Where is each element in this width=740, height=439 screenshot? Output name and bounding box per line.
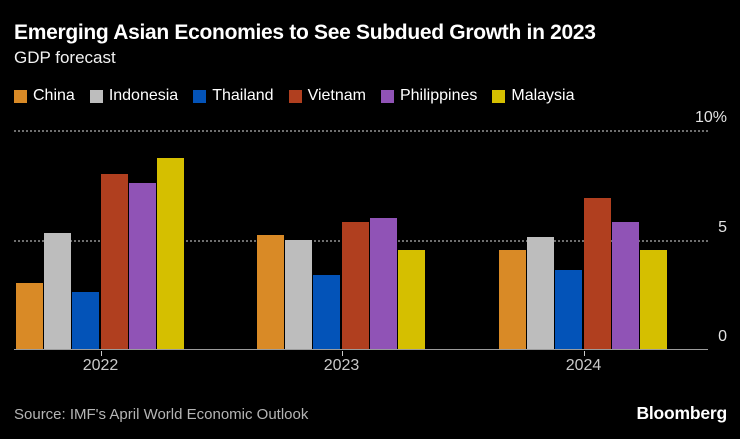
y-axis-label-5: 5 xyxy=(718,218,727,236)
legend-swatch-icon xyxy=(288,89,302,103)
x-tick-2023 xyxy=(341,351,343,356)
legend-swatch-icon xyxy=(89,89,103,103)
bar-philippines-2023 xyxy=(370,217,398,349)
legend-label: Philippines xyxy=(399,87,478,104)
x-axis-baseline xyxy=(14,348,708,350)
legend-swatch-icon xyxy=(193,89,207,103)
bar-vietnam-2024 xyxy=(584,197,612,349)
plot-area xyxy=(14,130,708,350)
bar-indonesia-2023 xyxy=(285,239,313,349)
bar-indonesia-2022 xyxy=(44,232,72,349)
chart-title: Emerging Asian Economies to See Subdued … xyxy=(14,21,596,44)
bar-philippines-2022 xyxy=(129,182,157,349)
x-tick-2024 xyxy=(583,351,585,356)
legend-item-thailand: Thailand xyxy=(193,87,274,105)
bar-indonesia-2024 xyxy=(527,237,555,349)
x-tick-2022 xyxy=(100,351,102,356)
gridline-10 xyxy=(14,130,708,132)
bar-china-2022 xyxy=(16,283,44,349)
legend-item-indonesia: Indonesia xyxy=(89,87,179,105)
legend-swatch-icon xyxy=(380,89,394,103)
legend-label: Vietnam xyxy=(307,87,366,104)
legend-item-vietnam: Vietnam xyxy=(288,87,366,105)
legend-item-malaysia: Malaysia xyxy=(492,87,575,105)
legend-swatch-icon xyxy=(492,89,506,103)
bloomberg-logo: Bloomberg xyxy=(636,403,727,423)
bar-china-2024 xyxy=(499,250,527,349)
legend-item-philippines: Philippines xyxy=(380,87,478,105)
bar-vietnam-2022 xyxy=(101,173,129,349)
bar-thailand-2023 xyxy=(313,274,341,349)
bar-philippines-2024 xyxy=(612,221,640,349)
x-tick-label-2023: 2023 xyxy=(323,357,360,374)
bar-malaysia-2023 xyxy=(398,250,426,349)
bar-china-2023 xyxy=(257,235,285,349)
legend-label: Indonesia xyxy=(108,87,179,104)
x-tick-label-2022: 2022 xyxy=(82,357,119,374)
y-axis-label-0: 0 xyxy=(718,328,727,345)
y-axis-label-10: 10% xyxy=(694,109,727,126)
legend-label: Malaysia xyxy=(511,87,575,104)
x-tick-label-2024: 2024 xyxy=(565,357,602,374)
legend-swatch-icon xyxy=(14,89,27,103)
bar-malaysia-2024 xyxy=(640,250,668,349)
chart-subtitle: GDP forecast xyxy=(14,48,116,67)
source-note: Source: IMF's April World Economic Outlo… xyxy=(14,406,309,423)
bar-thailand-2022 xyxy=(72,292,100,349)
bar-thailand-2024 xyxy=(555,270,583,349)
bar-malaysia-2022 xyxy=(157,158,185,349)
legend-label: China xyxy=(33,87,75,104)
legend-label: Thailand xyxy=(212,87,274,104)
bar-vietnam-2023 xyxy=(342,221,370,349)
chart-legend: China Indonesia Thailand Vietnam Philippines… xyxy=(14,87,575,105)
legend-item-china: China xyxy=(14,87,75,105)
